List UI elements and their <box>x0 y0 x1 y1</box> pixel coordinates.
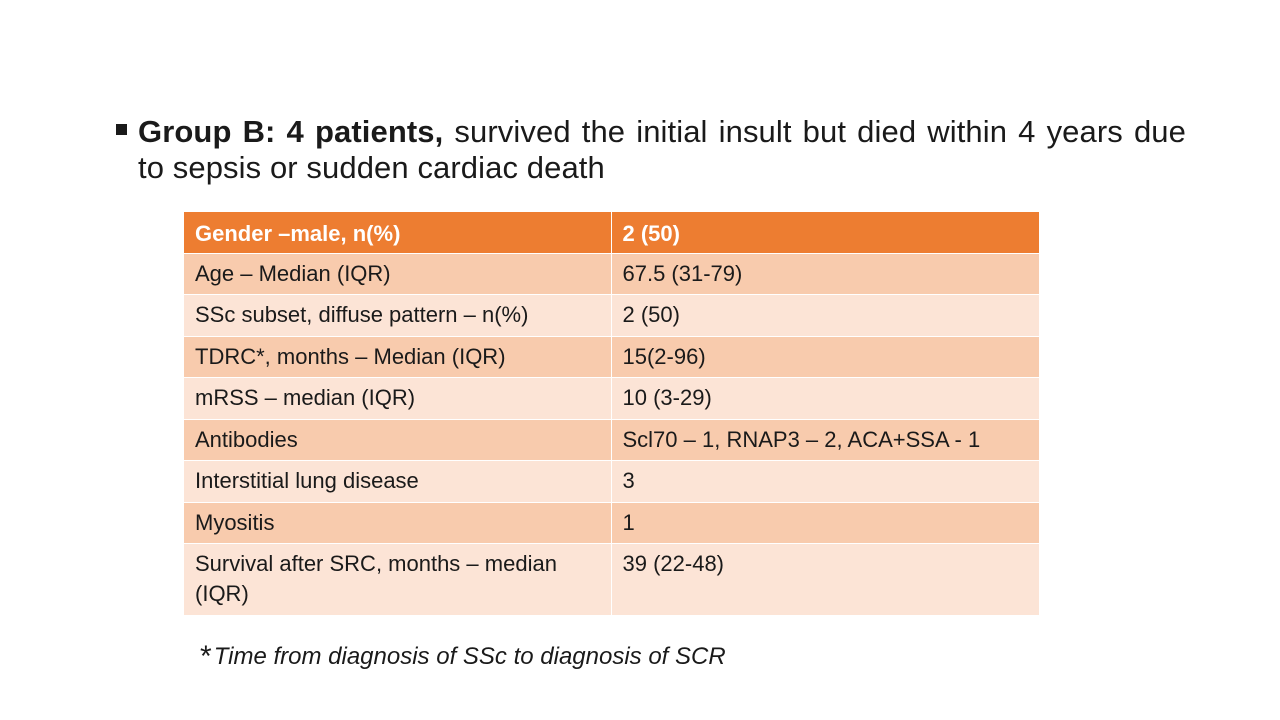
table-header-label: Gender –male, n(%) <box>184 212 612 254</box>
row-label: Antibodies <box>184 419 612 461</box>
bullet-rest: survived the initial insult but died wit… <box>138 114 1186 185</box>
row-value: 1 <box>611 502 1040 544</box>
bullet-point: Group B: 4 patients, survived the initia… <box>116 114 1186 186</box>
row-value: Scl70 – 1, RNAP3 – 2, ACA+SSA - 1 <box>611 419 1040 461</box>
row-value: 67.5 (31-79) <box>611 253 1040 295</box>
row-value: 10 (3-29) <box>611 377 1040 420</box>
footnote-asterisk: * <box>200 640 212 673</box>
patient-stats-table: Gender –male, n(%) 2 (50) Age – Median (… <box>184 212 1040 616</box>
table-row: TDRC*, months – Median (IQR) 15(2-96) <box>184 336 1040 378</box>
table-row: mRSS – median (IQR) 10 (3-29) <box>184 377 1040 420</box>
row-label: mRSS – median (IQR) <box>184 377 612 420</box>
row-value: 3 <box>611 460 1040 503</box>
row-label: Survival after SRC, months – median (IQR… <box>184 543 612 616</box>
row-value: 15(2-96) <box>611 336 1040 378</box>
table-header-value: 2 (50) <box>611 212 1040 254</box>
bullet-text: Group B: 4 patients, survived the initia… <box>138 114 1186 186</box>
footnote: *Time from diagnosis of SSc to diagnosis… <box>200 640 726 674</box>
row-value: 2 (50) <box>611 294 1040 337</box>
table-row: Myositis 1 <box>184 502 1040 544</box>
row-label: TDRC*, months – Median (IQR) <box>184 336 612 378</box>
row-value: 39 (22-48) <box>611 543 1040 616</box>
table-row: SSc subset, diffuse pattern – n(%) 2 (50… <box>184 294 1040 337</box>
row-label: Myositis <box>184 502 612 544</box>
table-row: Survival after SRC, months – median (IQR… <box>184 543 1040 616</box>
table-header-row: Gender –male, n(%) 2 (50) <box>184 212 1040 254</box>
table-row: Antibodies Scl70 – 1, RNAP3 – 2, ACA+SSA… <box>184 419 1040 461</box>
square-bullet-icon <box>116 124 127 135</box>
bullet-bold-lead: Group B: 4 patients, <box>138 114 444 149</box>
row-label: SSc subset, diffuse pattern – n(%) <box>184 294 612 337</box>
footnote-text: Time from diagnosis of SSc to diagnosis … <box>213 643 726 670</box>
table-row: Interstitial lung disease 3 <box>184 460 1040 503</box>
row-label: Age – Median (IQR) <box>184 253 612 295</box>
row-label: Interstitial lung disease <box>184 460 612 503</box>
table-row: Age – Median (IQR) 67.5 (31-79) <box>184 253 1040 295</box>
